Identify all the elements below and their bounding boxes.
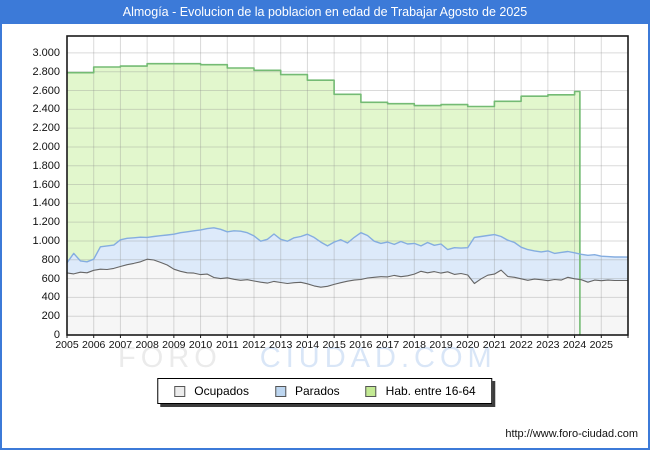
y-tick-label: 0 xyxy=(53,329,60,341)
x-tick-label: 2018 xyxy=(402,339,426,351)
x-tick-label: 2015 xyxy=(322,339,346,351)
x-tick-label: 2024 xyxy=(562,339,587,351)
legend-swatch-ocupados-icon xyxy=(174,385,186,397)
legend-label-hab-16-64: Hab. entre 16-64 xyxy=(385,384,476,398)
legend-swatch-parados-icon xyxy=(274,385,286,397)
x-tick-label: 2013 xyxy=(269,339,293,351)
x-tick-label: 2009 xyxy=(162,339,186,351)
x-tick-label: 2008 xyxy=(135,339,159,351)
plot-area xyxy=(66,35,629,338)
y-tick-label: 1.800 xyxy=(32,159,60,172)
x-tick-label: 2007 xyxy=(108,339,133,351)
x-tick-label: 2023 xyxy=(536,339,560,351)
y-tick-label: 800 xyxy=(41,253,60,266)
y-tick-label: 400 xyxy=(41,291,60,304)
legend-label-parados: Parados xyxy=(294,384,340,398)
legend: Ocupados Parados Hab. entre 16-64 xyxy=(157,378,493,404)
x-tick-label: 2005 xyxy=(55,339,79,351)
x-tick-label: 2010 xyxy=(188,339,213,351)
y-tick-label: 2.800 xyxy=(32,65,60,78)
y-tick-label: 1.600 xyxy=(32,178,60,191)
y-tick-label: 2.000 xyxy=(32,140,60,153)
x-tick-label: 2022 xyxy=(509,339,533,351)
x-tick-label: 2016 xyxy=(349,339,373,351)
legend-item-parados: Parados xyxy=(274,384,340,398)
legend-item-hab-16-64: Hab. entre 16-64 xyxy=(365,384,476,398)
x-tick-label: 2020 xyxy=(456,339,480,351)
y-tick-label: 2.400 xyxy=(32,103,60,116)
x-tick-label: 2017 xyxy=(375,339,400,351)
x-tick-label: 2006 xyxy=(82,339,106,351)
legend-swatch-hab-16-64-icon xyxy=(365,385,377,397)
y-tick-label: 1.400 xyxy=(32,197,60,210)
footer-url: http://www.foro-ciudad.com xyxy=(505,428,638,440)
area-chart-svg xyxy=(66,35,629,338)
y-tick-label: 1.000 xyxy=(32,234,60,247)
y-tick-label: 200 xyxy=(41,310,60,323)
y-tick-label: 2.200 xyxy=(32,122,60,135)
y-tick-label: 600 xyxy=(41,272,60,285)
y-tick-label: 2.600 xyxy=(32,84,60,97)
x-tick-label: 2021 xyxy=(482,339,507,351)
chart-title: Almogía - Evolucion de la poblacion en e… xyxy=(2,2,648,24)
y-tick-label: 3.000 xyxy=(32,46,60,59)
x-tick-label: 2012 xyxy=(242,339,266,351)
legend-item-ocupados: Ocupados xyxy=(174,384,249,398)
x-tick-label: 2019 xyxy=(429,339,453,351)
y-tick-label: 1.200 xyxy=(32,216,60,229)
x-tick-label: 2014 xyxy=(295,339,320,351)
x-tick-label: 2011 xyxy=(215,339,239,351)
x-tick-label: 2025 xyxy=(589,339,613,351)
legend-label-ocupados: Ocupados xyxy=(194,384,249,398)
